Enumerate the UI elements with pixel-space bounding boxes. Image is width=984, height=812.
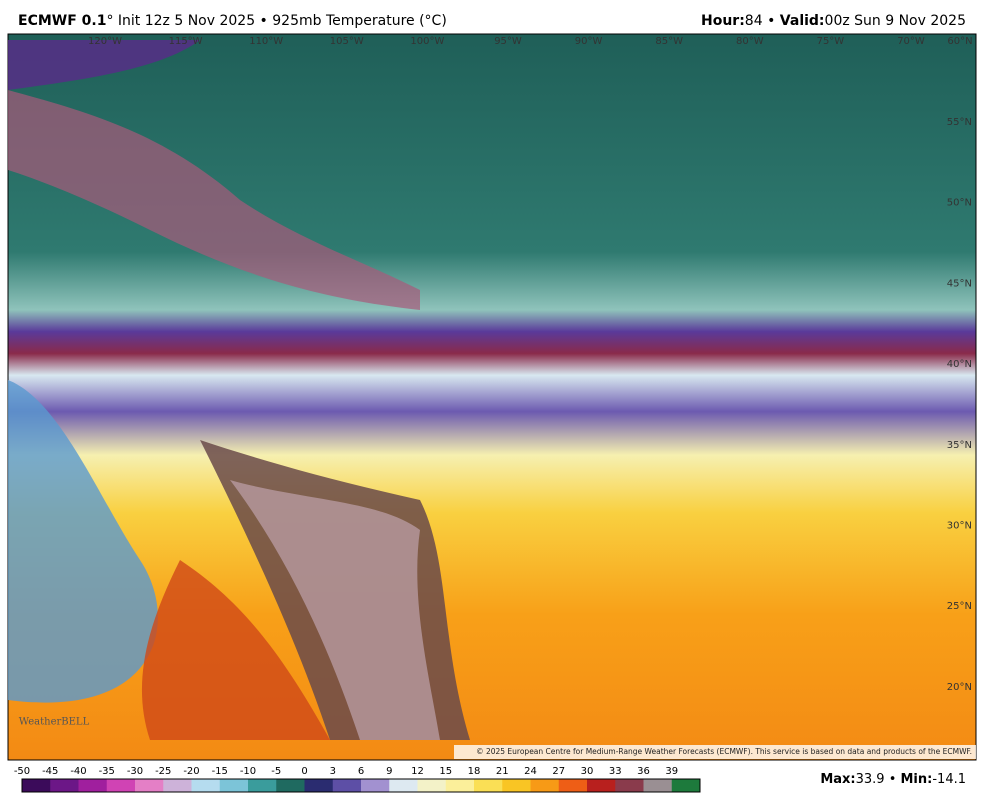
color-swatch (78, 779, 108, 792)
hour: 84 (745, 13, 763, 29)
color-swatch (445, 779, 475, 792)
min: -14.1 (932, 772, 966, 787)
color-swatch (135, 779, 164, 792)
logo: WeatherBELL (19, 717, 90, 728)
min-label: Min: (901, 772, 933, 787)
color-swatch (389, 779, 418, 792)
tick-label: 30 (581, 766, 594, 777)
tick-label: 27 (552, 766, 565, 777)
color-swatch (248, 779, 277, 792)
header: ECMWF 0.1° Init 12z 5 Nov 2025 • 925mb T… (18, 13, 966, 29)
valid-label: Valid: (780, 13, 825, 29)
lon-labels: 120°W 115°W 110°W 105°W 100°W 95°W 90°W 85°W 80°… (88, 36, 925, 47)
tick-label: 39 (665, 766, 678, 777)
lat-label: 25°N (947, 601, 972, 612)
lon-label: 75°W (817, 36, 845, 47)
color-swatch (615, 779, 644, 792)
tick-label: -30 (127, 766, 143, 777)
lat-label: 45°N (947, 278, 972, 289)
lon-label: 110°W (249, 36, 283, 47)
lon-label: 100°W (410, 36, 444, 47)
max: 33.9 (856, 772, 885, 787)
color-swatch (530, 779, 560, 792)
tick-label: 9 (386, 766, 392, 777)
hour-label: Hour: (701, 13, 745, 29)
lon-label: 80°W (736, 36, 764, 47)
colorbar-frame (21, 778, 701, 793)
cold-band (8, 90, 420, 310)
lon-label: 95°W (494, 36, 522, 47)
colorbar: -50 -45 -40 -35 -30 -25 -20 -15 -10 -5 0 3 6 9 12 15 18 2… (14, 766, 701, 793)
header-right: Hour:84 • Valid:00z Sun 9 Nov 2025 (701, 13, 966, 29)
lon-label: 70°W (897, 36, 925, 47)
color-swatch (219, 779, 249, 792)
tick-label: -50 (14, 766, 30, 777)
lat-label: 35°N (947, 440, 972, 451)
color-swatch (191, 779, 221, 792)
color-swatch (558, 779, 588, 792)
lat-label: 30°N (947, 521, 972, 532)
tick-label: -45 (42, 766, 58, 777)
color-swatch (332, 779, 362, 792)
tick-label: 33 (609, 766, 622, 777)
title: ° Init 12z 5 Nov 2025 • 925mb Temperatur… (106, 13, 446, 29)
lon-label: 105°W (330, 36, 364, 47)
color-swatch (163, 779, 192, 792)
copyright: © 2025 European Centre for Medium-Range … (476, 747, 972, 756)
tick-label: -15 (212, 766, 228, 777)
color-swatch (474, 779, 503, 792)
tick-label: -25 (155, 766, 171, 777)
lat-labels: 55°N 50°N 45°N 40°N 35°N 30°N 25°N 20°N (947, 117, 972, 693)
max-label: Max: (820, 772, 855, 787)
color-swatch (106, 779, 136, 792)
tick-label: -35 (99, 766, 115, 777)
cold-air (8, 40, 200, 90)
tick-label: 24 (524, 766, 537, 777)
lat-label: 50°N (947, 198, 972, 209)
lon-label: 90°W (575, 36, 603, 47)
tick-label: 21 (496, 766, 509, 777)
mexico-core (230, 480, 440, 740)
tick-label: 36 (637, 766, 650, 777)
tick-label: -10 (240, 766, 256, 777)
tick-label: 6 (358, 766, 364, 777)
tick-label: -20 (183, 766, 199, 777)
tick-label: -5 (271, 766, 281, 777)
color-swatch (671, 779, 701, 792)
tick-label: 0 (301, 766, 307, 777)
corner-label: 60°N (947, 36, 972, 47)
tick-label: 18 (468, 766, 481, 777)
lat-label: 55°N (947, 117, 972, 128)
color-swatch (361, 779, 390, 792)
lon-label: 85°W (655, 36, 683, 47)
color-swatch (304, 779, 334, 792)
baja-hot (141, 560, 330, 740)
copyright-bg (454, 745, 976, 759)
footer: Max:33.9 • Min:-14.1 (820, 772, 966, 787)
color-swatch (502, 779, 531, 792)
model: ECMWF 0.1 (18, 13, 106, 29)
color-swatch (643, 779, 673, 792)
lat-label: 40°N (947, 359, 972, 370)
map: 120°W 115°W 110°W 105°W 100°W 95°W 90°W 85°W 80°… (7, 33, 977, 761)
valid: 00z Sun 9 Nov 2025 (825, 13, 966, 29)
pacific (8, 380, 158, 703)
tick-label: 12 (411, 766, 424, 777)
tick-label: -40 (70, 766, 86, 777)
color-swatch (22, 779, 51, 792)
header-left: ECMWF 0.1° Init 12z 5 Nov 2025 • 925mb T… (18, 13, 447, 29)
sep: • (885, 772, 901, 787)
color-swatch (587, 779, 616, 792)
lon-label: 120°W (88, 36, 122, 47)
color-swatch (276, 779, 305, 792)
color-swatch (50, 779, 79, 792)
tick-label: 15 (439, 766, 452, 777)
tick-label: 3 (330, 766, 336, 777)
lat-label: 20°N (947, 682, 972, 693)
lon-label: 115°W (169, 36, 203, 47)
sep: • (763, 13, 780, 29)
color-swatch (417, 779, 447, 792)
